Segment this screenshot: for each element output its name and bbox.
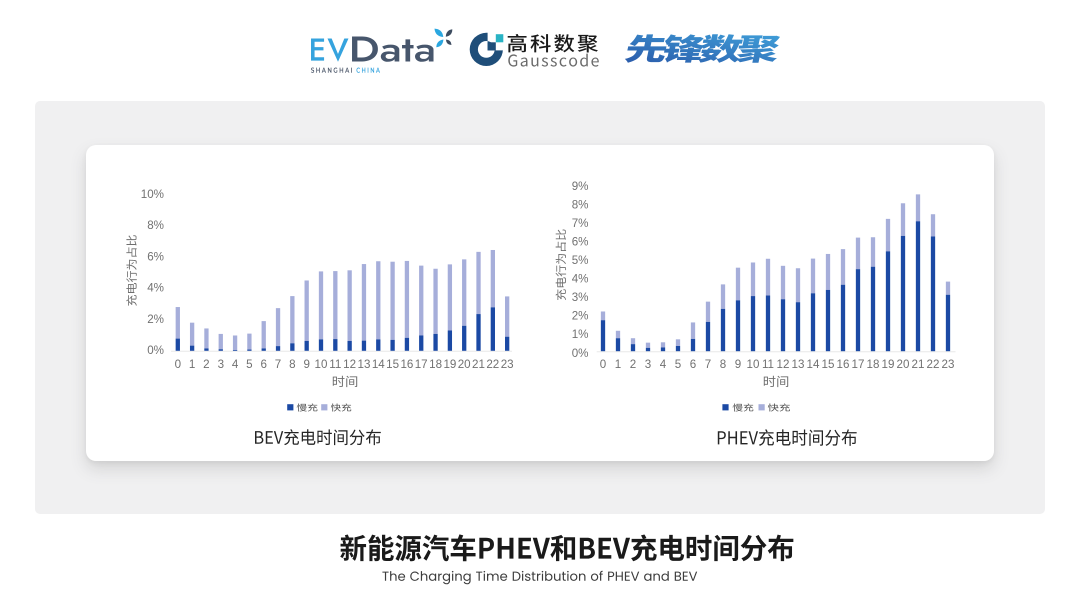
svg-text:12: 12 xyxy=(777,358,790,371)
svg-text:1: 1 xyxy=(189,358,195,371)
svg-text:14: 14 xyxy=(372,358,385,371)
svg-text:1%: 1% xyxy=(572,328,589,341)
svg-text:0%: 0% xyxy=(147,344,164,357)
svg-text:4: 4 xyxy=(232,358,239,371)
svg-text:5: 5 xyxy=(675,358,681,371)
svg-text:0: 0 xyxy=(175,358,181,371)
svg-text:20: 20 xyxy=(458,358,471,371)
svg-text:7: 7 xyxy=(275,358,281,371)
svg-text:8%: 8% xyxy=(572,198,589,211)
svg-text:12: 12 xyxy=(343,358,356,371)
svg-text:11: 11 xyxy=(762,358,774,371)
svg-text:16: 16 xyxy=(400,358,413,371)
svg-text:15: 15 xyxy=(822,358,835,371)
svg-text:15: 15 xyxy=(386,358,399,371)
svg-text:9%: 9% xyxy=(572,180,589,193)
svg-text:13: 13 xyxy=(358,358,371,371)
svg-text:2%: 2% xyxy=(147,313,164,326)
svg-text:7%: 7% xyxy=(572,217,589,230)
svg-text:8%: 8% xyxy=(147,219,164,232)
svg-text:3%: 3% xyxy=(572,291,589,304)
svg-text:18: 18 xyxy=(867,358,880,371)
svg-text:18: 18 xyxy=(429,358,442,371)
svg-text:20: 20 xyxy=(897,358,910,371)
svg-text:23: 23 xyxy=(942,358,955,371)
svg-text:4%: 4% xyxy=(147,282,164,295)
svg-text:4: 4 xyxy=(660,358,667,371)
svg-text:4%: 4% xyxy=(572,273,589,286)
svg-text:5%: 5% xyxy=(572,254,589,267)
svg-text:8: 8 xyxy=(289,358,295,371)
svg-text:11: 11 xyxy=(329,358,341,371)
svg-text:6: 6 xyxy=(260,358,266,371)
svg-text:22: 22 xyxy=(927,358,940,371)
svg-text:6: 6 xyxy=(690,358,696,371)
svg-text:3: 3 xyxy=(218,358,224,371)
svg-text:6%: 6% xyxy=(572,235,589,248)
svg-text:10: 10 xyxy=(315,358,328,371)
svg-text:10: 10 xyxy=(747,358,760,371)
svg-text:22: 22 xyxy=(486,358,499,371)
svg-text:9: 9 xyxy=(735,358,741,371)
svg-text:14: 14 xyxy=(807,358,820,371)
svg-text:3: 3 xyxy=(645,358,651,371)
svg-text:5: 5 xyxy=(246,358,252,371)
svg-text:1: 1 xyxy=(615,358,621,371)
svg-text:19: 19 xyxy=(882,358,895,371)
svg-text:6%: 6% xyxy=(147,250,164,263)
svg-text:0: 0 xyxy=(600,358,606,371)
svg-text:10%: 10% xyxy=(141,188,164,201)
svg-text:2: 2 xyxy=(630,358,636,371)
svg-text:9: 9 xyxy=(303,358,309,371)
svg-text:19: 19 xyxy=(443,358,456,371)
svg-text:21: 21 xyxy=(912,358,925,371)
svg-text:16: 16 xyxy=(837,358,850,371)
svg-text:17: 17 xyxy=(852,358,865,371)
svg-text:23: 23 xyxy=(501,358,514,371)
svg-text:13: 13 xyxy=(792,358,805,371)
svg-text:7: 7 xyxy=(705,358,711,371)
svg-text:2%: 2% xyxy=(572,310,589,323)
svg-text:0%: 0% xyxy=(572,347,589,360)
svg-text:21: 21 xyxy=(472,358,485,371)
svg-text:17: 17 xyxy=(415,358,428,371)
svg-text:2: 2 xyxy=(203,358,209,371)
svg-text:8: 8 xyxy=(720,358,726,371)
